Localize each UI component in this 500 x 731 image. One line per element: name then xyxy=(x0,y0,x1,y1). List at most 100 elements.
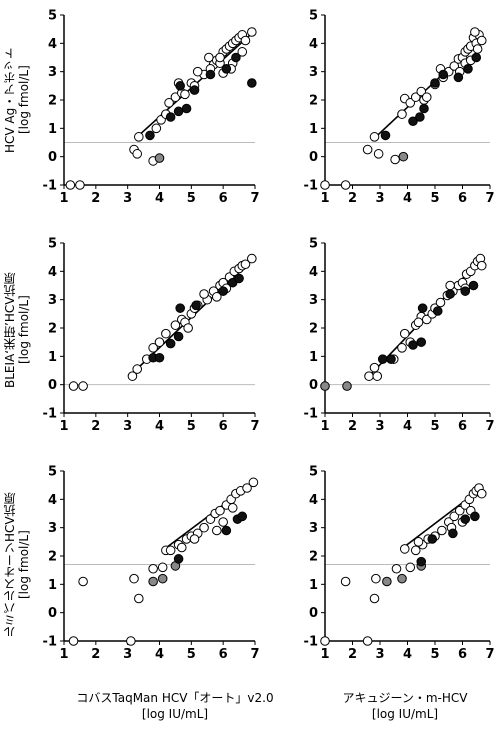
data-point-open xyxy=(242,483,252,493)
data-point-open xyxy=(161,328,171,339)
data-point-open xyxy=(212,525,222,536)
y-tick-label: 3 xyxy=(309,521,318,536)
data-point-open xyxy=(340,180,351,190)
panel-1: -1 0 1 2 3 4 5 1 2 3 4 5 6 7 xyxy=(43,9,260,207)
data-point-open xyxy=(454,505,465,516)
y-tick-label: -1 xyxy=(304,407,318,422)
data-point-open xyxy=(470,27,480,37)
x-tick-label: 2 xyxy=(348,419,357,434)
data-point-closed xyxy=(231,52,241,63)
y-axis-label-row-1: HCV Ag・アボット [log fmol/L] xyxy=(3,47,31,153)
data-point-closed xyxy=(173,106,184,117)
data-point-closed xyxy=(415,112,425,122)
data-point-open xyxy=(148,343,158,353)
data-point-open xyxy=(421,314,432,325)
data-point-closed xyxy=(175,81,185,91)
data-point-closed xyxy=(218,286,228,296)
data-point-open xyxy=(75,180,85,190)
y-tick-label: 5 xyxy=(309,9,318,24)
data-point-closed xyxy=(386,354,396,364)
data-point-closed xyxy=(463,64,473,74)
data-point-closed xyxy=(445,289,455,299)
data-point-open xyxy=(215,52,225,63)
data-point-open xyxy=(240,259,251,270)
x-tick-label: 7 xyxy=(250,647,259,662)
data-point-open xyxy=(199,522,209,533)
x-tick-label: 2 xyxy=(91,191,100,206)
y-tick-label: 2 xyxy=(48,94,57,109)
data-point-open xyxy=(170,320,181,330)
y-tick-label: 1 xyxy=(48,122,57,137)
data-point-closed xyxy=(173,554,184,564)
data-point-open xyxy=(134,132,144,142)
y-tick-label: 3 xyxy=(48,293,57,308)
data-point-open xyxy=(78,381,88,391)
data-point-open xyxy=(449,511,460,522)
data-point-closed xyxy=(247,78,257,88)
data-point-open xyxy=(68,636,79,646)
y-tick-label: 2 xyxy=(48,550,57,565)
x-tick-label: 5 xyxy=(187,191,196,206)
x-tick-label: 6 xyxy=(219,647,228,662)
y-tick-label: 3 xyxy=(309,293,318,308)
y-tick-label: -1 xyxy=(43,179,57,194)
x-tick-label: 2 xyxy=(91,419,100,434)
x-tick-label: 3 xyxy=(123,419,132,434)
panel-4: -1 0 1 2 3 4 5 1 2 3 4 5 6 7 xyxy=(304,237,495,435)
data-point-open xyxy=(247,253,257,264)
data-point-gray xyxy=(382,576,392,587)
data-point-closed xyxy=(408,340,418,350)
data-point-open xyxy=(371,573,381,584)
x-tick-label: 5 xyxy=(430,419,439,434)
data-point-gray xyxy=(342,381,352,391)
data-point-open xyxy=(151,123,162,134)
panel-6: -1 0 1 2 3 4 5 1 2 3 4 5 6 7 xyxy=(304,465,495,663)
x-tick-label: 7 xyxy=(485,647,494,662)
data-point-closed xyxy=(175,303,185,313)
y-axis-label-row-3: ルミパルスオーソHCV抗原 [log fmol/L] xyxy=(3,492,31,638)
data-point-closed xyxy=(460,286,471,296)
y-tick-label: 0 xyxy=(48,606,57,621)
data-point-open xyxy=(164,98,174,108)
x-tick-label: 3 xyxy=(375,419,384,434)
y-tick-label: -1 xyxy=(43,407,57,422)
data-point-closed xyxy=(221,64,232,74)
data-point-open xyxy=(373,149,384,159)
x-tick-label: 4 xyxy=(403,191,412,206)
data-point-open xyxy=(369,132,380,142)
data-point-open xyxy=(215,505,225,516)
data-point-closed xyxy=(205,69,216,80)
data-point-open xyxy=(199,289,209,299)
data-point-open xyxy=(192,66,203,77)
data-point-closed xyxy=(448,528,458,539)
y-tick-label: 4 xyxy=(309,493,318,508)
y-tick-label: 0 xyxy=(48,378,57,393)
data-point-open xyxy=(405,98,416,108)
data-point-open xyxy=(390,154,400,165)
data-point-open xyxy=(410,545,421,556)
y-tick-label: 3 xyxy=(48,521,57,536)
x-tick-label: 4 xyxy=(403,419,412,434)
data-point-open xyxy=(132,149,143,159)
data-point-open xyxy=(78,576,88,587)
data-point-open xyxy=(127,371,138,381)
data-point-gray xyxy=(157,573,168,584)
y-tick-label: 2 xyxy=(48,322,57,337)
data-point-open xyxy=(364,371,374,381)
x-tick-label: 1 xyxy=(59,419,68,434)
x-tick-label: 2 xyxy=(348,647,357,662)
y-tick-label: 5 xyxy=(48,465,57,480)
data-point-open xyxy=(68,381,79,391)
x-tick-label: 7 xyxy=(250,191,259,206)
data-point-closed xyxy=(221,525,232,536)
x-tick-label: 1 xyxy=(320,419,329,434)
data-point-open xyxy=(227,503,238,513)
data-point-open xyxy=(476,35,487,46)
data-point-open xyxy=(237,47,248,57)
data-point-open xyxy=(476,260,487,271)
x-tick-label: 6 xyxy=(219,191,228,206)
data-point-gray xyxy=(154,153,165,163)
x-tick-label: 2 xyxy=(348,191,357,206)
data-point-closed xyxy=(432,306,443,316)
y-tick-label: 5 xyxy=(309,237,318,252)
